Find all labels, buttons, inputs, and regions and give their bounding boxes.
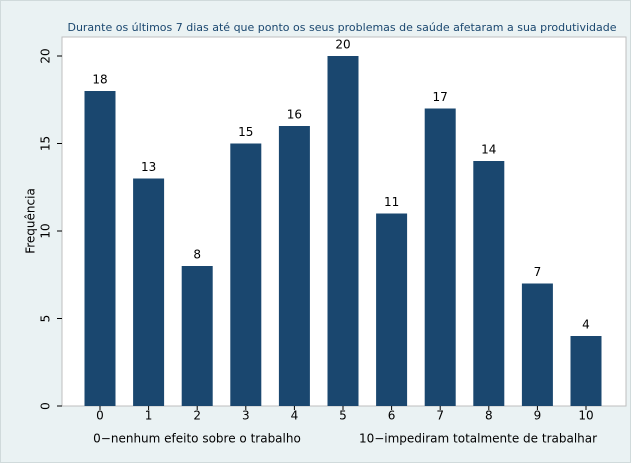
bar xyxy=(473,161,505,406)
x-tick-label: 7 xyxy=(436,409,444,423)
bar xyxy=(181,266,213,406)
x-tick-label: 3 xyxy=(242,409,250,423)
value-label: 7 xyxy=(534,265,542,279)
y-tick-label: 0 xyxy=(39,402,53,410)
bar xyxy=(376,213,408,406)
x-tick-label: 0 xyxy=(96,409,104,423)
x-tick-label: 9 xyxy=(534,409,542,423)
y-tick-label: 10 xyxy=(39,223,53,238)
value-label: 20 xyxy=(335,38,350,52)
chart-title: Durante os últimos 7 dias até que ponto … xyxy=(67,21,616,34)
y-tick-label: 20 xyxy=(39,48,53,63)
bar xyxy=(327,56,359,406)
x-note: 10−impediram totalmente de trabalhar xyxy=(359,432,597,446)
value-label: 14 xyxy=(481,143,496,157)
x-tick-label: 10 xyxy=(578,409,593,423)
value-label: 13 xyxy=(141,160,156,174)
value-label: 17 xyxy=(433,90,448,104)
bar xyxy=(133,178,165,406)
x-tick-label: 8 xyxy=(485,409,493,423)
bar xyxy=(570,336,602,406)
y-axis-label: Frequência xyxy=(24,188,38,254)
value-label: 16 xyxy=(287,108,302,122)
value-label: 15 xyxy=(238,125,253,139)
bar xyxy=(84,91,116,406)
value-label: 11 xyxy=(384,195,399,209)
y-tick-label: 5 xyxy=(39,315,53,323)
x-tick-label: 2 xyxy=(193,409,201,423)
value-label: 8 xyxy=(193,248,201,262)
x-tick-label: 4 xyxy=(291,409,299,423)
x-tick-label: 5 xyxy=(339,409,347,423)
bar xyxy=(521,283,553,406)
bar xyxy=(424,108,456,406)
bar xyxy=(230,143,262,406)
x-note: 0−nenhum efeito sobre o trabalho xyxy=(93,432,301,446)
value-label: 4 xyxy=(582,318,590,332)
value-label: 18 xyxy=(92,73,107,87)
x-tick-label: 6 xyxy=(388,409,396,423)
x-tick-label: 1 xyxy=(145,409,153,423)
y-tick-label: 15 xyxy=(39,136,53,151)
bar xyxy=(278,126,310,406)
